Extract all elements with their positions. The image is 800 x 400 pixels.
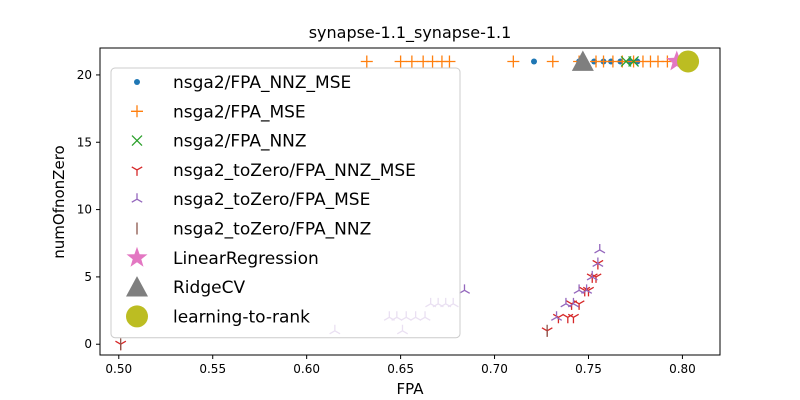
point-s3-11 — [592, 259, 604, 270]
legend-marker-0 — [134, 79, 140, 85]
x-tick-label-1: 0.55 — [199, 362, 226, 376]
point-s4-17 — [586, 270, 598, 281]
point-s3-4 — [567, 313, 579, 324]
point-s1-7 — [507, 55, 520, 68]
point-s4-19 — [594, 243, 606, 254]
point-s3-9 — [586, 273, 598, 283]
y-tick-label-1: 5 — [84, 270, 92, 284]
legend-marker-7 — [126, 276, 148, 297]
point-s1-6 — [443, 55, 456, 68]
point-s1-1 — [394, 55, 407, 68]
legend-marker-6 — [126, 246, 148, 267]
point-s0-0 — [531, 58, 537, 65]
y-tick-label-4: 20 — [77, 68, 92, 82]
legend-label-4: nsga2_toZero/FPA_MSE — [173, 190, 370, 210]
y-tick-label-2: 10 — [77, 203, 92, 217]
x-axis-label: FPA — [397, 380, 425, 398]
x-tick-label-2: 0.60 — [293, 362, 320, 376]
legend-marker-3 — [131, 166, 143, 176]
legend-label-7: RidgeCV — [173, 278, 245, 298]
legend-box — [110, 67, 461, 339]
point-s4-14 — [567, 297, 579, 308]
x-tick-label-0: 0.50 — [105, 362, 132, 376]
legend-marker-4 — [131, 193, 143, 203]
legend-label-3: nsga2_toZero/FPA_NNZ_MSE — [173, 161, 416, 181]
legend-label-5: nsga2_toZero/FPA_NNZ — [173, 220, 371, 240]
point-s8-0 — [677, 50, 700, 73]
chart-title: synapse-1.1_synapse-1.1 — [309, 23, 512, 43]
x-axis-ticks: 0.50 0.55 0.60 0.65 0.70 0.75 0.80 — [105, 355, 696, 376]
point-s1-8 — [546, 55, 559, 68]
point-s1-2 — [405, 55, 418, 68]
point-s2-1 — [628, 56, 640, 67]
point-s4-18 — [592, 257, 604, 268]
y-tick-label-3: 15 — [77, 135, 92, 149]
point-s3-6 — [573, 300, 585, 310]
x-tick-label-6: 0.80 — [669, 362, 696, 376]
y-axis-ticks: 0 5 10 15 20 — [77, 68, 100, 351]
legend-marker-2 — [131, 135, 143, 147]
y-axis-label: numOfnonZero — [50, 145, 68, 258]
x-tick-label-3: 0.65 — [387, 362, 414, 376]
legend-marker-1 — [131, 105, 143, 118]
legend-label-1: nsga2/FPA_MSE — [173, 102, 306, 122]
point-s4-12 — [551, 311, 563, 321]
plot-frame — [99, 47, 721, 356]
legend-marker-8 — [126, 305, 148, 328]
x-tick-label-5: 0.75 — [575, 362, 602, 376]
legend-label-8: learning-to-rank — [173, 307, 310, 327]
point-s6-0 — [666, 50, 688, 71]
point-s1-0 — [360, 55, 373, 68]
legend-label-6: LinearRegression — [173, 249, 319, 269]
legend-label-2: nsga2/FPA_NNZ — [173, 132, 307, 152]
x-tick-label-4: 0.70 — [481, 362, 508, 376]
legend: nsga2/FPA_NNZ_MSE nsga2/FPA_MSE nsga2/FPA_… — [110, 67, 461, 339]
point-s7-0 — [571, 50, 594, 71]
y-tick-label-0: 0 — [84, 337, 92, 351]
point-s4-16 — [581, 284, 593, 294]
legend-label-0: nsga2/FPA_NNZ_MSE — [173, 73, 351, 93]
